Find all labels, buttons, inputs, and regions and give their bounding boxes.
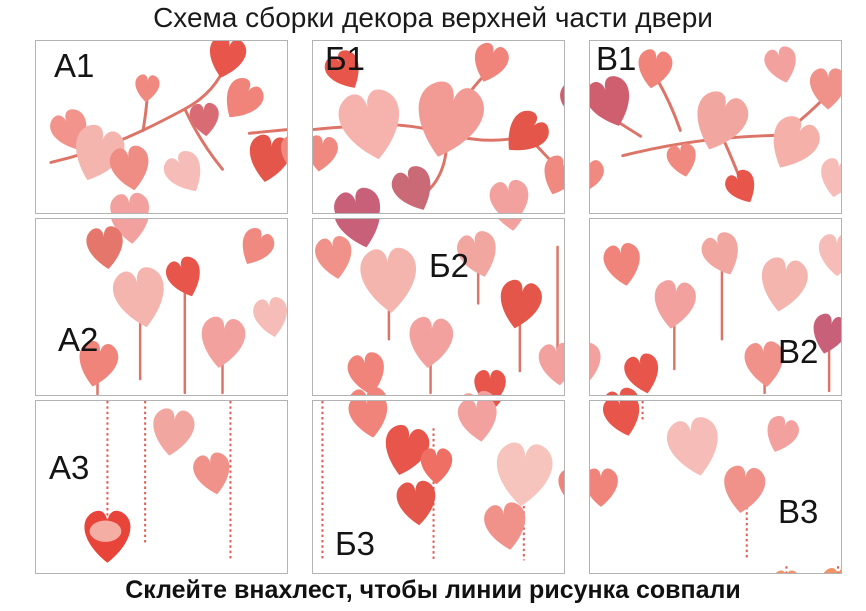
panel-label: А1 <box>54 47 95 84</box>
panel-label: В3 <box>778 493 819 530</box>
panel-label: А3 <box>49 449 90 486</box>
panel-v1: В1 <box>589 40 842 214</box>
panel-label: В1 <box>596 40 637 77</box>
panel-label: А2 <box>58 321 99 358</box>
panel-b1: Б1 <box>312 40 565 214</box>
decor-artwork <box>36 401 287 573</box>
panel-v3: В3 <box>589 400 842 574</box>
panel-label: Б2 <box>429 247 470 284</box>
panel-a1: А1 <box>35 40 288 214</box>
footer-instruction: Склейте внахлест, чтобы линии рисунка со… <box>125 576 741 604</box>
decor-artwork <box>36 219 287 395</box>
panel-a3: А3 <box>35 400 288 574</box>
panel-grid: А1 Б1 В1 А2 Б2 В2 А3 Б3 В3 <box>35 40 842 574</box>
panel-v2: В2 <box>589 218 842 396</box>
panel-label: В2 <box>778 333 819 370</box>
decor-artwork <box>313 219 564 395</box>
panel-b2: Б2 <box>312 218 565 396</box>
decor-artwork <box>590 401 841 573</box>
page-title: Схема сборки декора верхней части двери <box>153 2 713 33</box>
panel-label: Б3 <box>335 525 376 562</box>
panel-label: Б1 <box>325 40 366 77</box>
panel-a2: А2 <box>35 218 288 396</box>
panel-b3: Б3 <box>312 400 565 574</box>
